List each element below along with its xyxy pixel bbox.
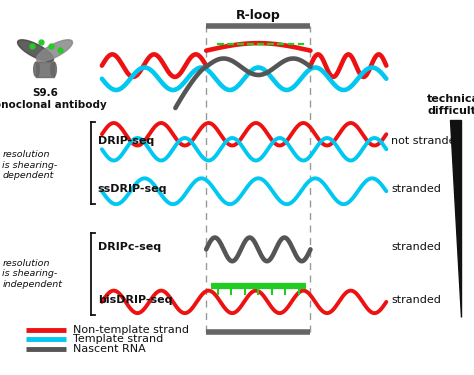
Text: resolution
is shearing-
dependent: resolution is shearing- dependent bbox=[2, 150, 58, 180]
Text: Non-template strand: Non-template strand bbox=[73, 325, 190, 335]
Text: R-loop: R-loop bbox=[236, 9, 281, 22]
Polygon shape bbox=[450, 120, 461, 317]
Ellipse shape bbox=[51, 62, 56, 77]
Text: DRIPc-seq: DRIPc-seq bbox=[98, 243, 161, 252]
Text: ssDRIP-seq: ssDRIP-seq bbox=[98, 184, 167, 194]
Polygon shape bbox=[36, 62, 54, 77]
Text: S9.6
monoclonal antibody: S9.6 monoclonal antibody bbox=[0, 88, 107, 110]
Text: DRIP-seq: DRIP-seq bbox=[98, 136, 154, 146]
Text: stranded: stranded bbox=[391, 184, 441, 194]
Polygon shape bbox=[18, 40, 54, 62]
Text: technical
difficulty: technical difficulty bbox=[427, 94, 474, 116]
Text: Template strand: Template strand bbox=[73, 334, 164, 344]
Text: bisDRIP-seq: bisDRIP-seq bbox=[98, 295, 172, 305]
Text: resolution
is shearing-
independent: resolution is shearing- independent bbox=[2, 259, 63, 289]
Text: stranded: stranded bbox=[391, 243, 441, 252]
Text: stranded: stranded bbox=[391, 295, 441, 305]
Text: Nascent RNA: Nascent RNA bbox=[73, 344, 146, 354]
Text: not stranded: not stranded bbox=[391, 136, 463, 146]
Polygon shape bbox=[36, 40, 73, 62]
Ellipse shape bbox=[34, 62, 39, 77]
